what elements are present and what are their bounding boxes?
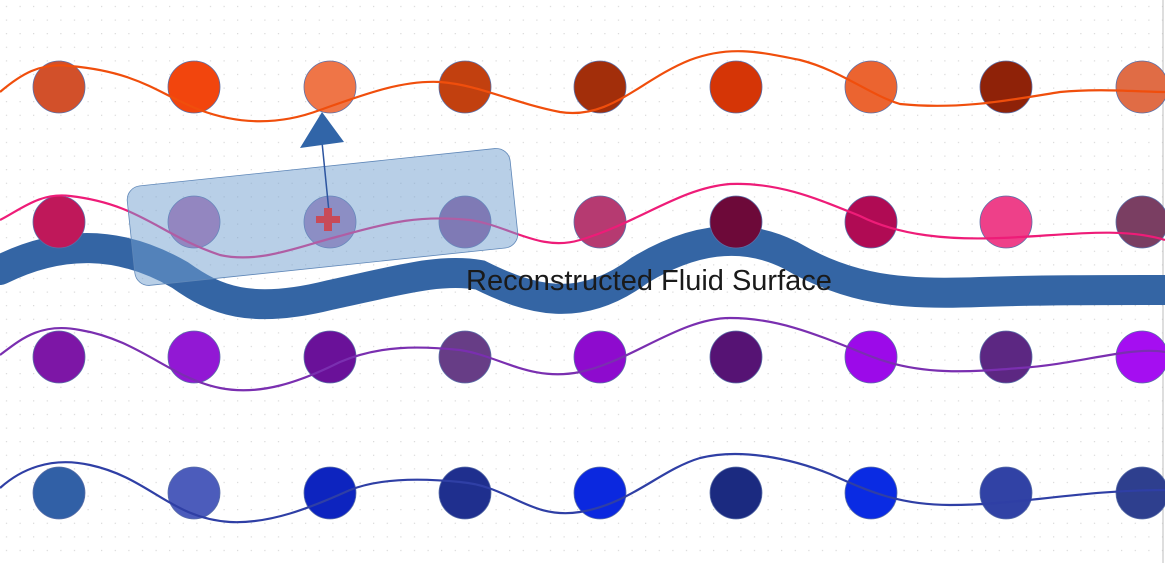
selected-particle-handle[interactable] bbox=[316, 208, 340, 231]
particle-row-orange bbox=[0, 50, 1165, 123]
particle-purple-5[interactable] bbox=[573, 330, 627, 384]
particle-row-purple bbox=[0, 316, 1165, 392]
particle-orange-5[interactable] bbox=[573, 60, 627, 114]
particle-purple-2[interactable] bbox=[167, 330, 221, 384]
particle-purple-8[interactable] bbox=[979, 330, 1033, 384]
particle-purple-9[interactable] bbox=[1115, 330, 1165, 384]
particle-blue-5[interactable] bbox=[573, 466, 627, 520]
particle-blue-8[interactable] bbox=[979, 466, 1033, 520]
particle-pink-9[interactable] bbox=[1115, 195, 1165, 249]
trajectory-line-purple bbox=[0, 316, 1165, 392]
particle-blue-4[interactable] bbox=[438, 466, 492, 520]
particle-orange-1[interactable] bbox=[32, 60, 86, 114]
particle-orange-3[interactable] bbox=[303, 60, 357, 114]
move-arrow-head[interactable] bbox=[300, 112, 344, 148]
particle-purple-4[interactable] bbox=[438, 330, 492, 384]
particle-blue-3[interactable] bbox=[303, 466, 357, 520]
particle-blue-1[interactable] bbox=[32, 466, 86, 520]
particle-orange-9[interactable] bbox=[1115, 60, 1165, 114]
trajectory-line-blue bbox=[0, 452, 1165, 524]
particle-pink-6[interactable] bbox=[709, 195, 763, 249]
particle-purple-6[interactable] bbox=[709, 330, 763, 384]
trajectory-line-orange bbox=[0, 50, 1165, 123]
particle-blue-7[interactable] bbox=[844, 466, 898, 520]
particle-blue-6[interactable] bbox=[709, 466, 763, 520]
surface-label: Reconstructed Fluid Surface bbox=[466, 265, 832, 297]
particle-row-blue bbox=[0, 452, 1165, 524]
particle-orange-2[interactable] bbox=[167, 60, 221, 114]
particle-orange-6[interactable] bbox=[709, 60, 763, 114]
particle-orange-8[interactable] bbox=[979, 60, 1033, 114]
particle-blue-2[interactable] bbox=[167, 466, 221, 520]
particle-blue-9[interactable] bbox=[1115, 466, 1165, 520]
particle-orange-7[interactable] bbox=[844, 60, 898, 114]
particle-pink-8[interactable] bbox=[979, 195, 1033, 249]
particle-orange-4[interactable] bbox=[438, 60, 492, 114]
particle-pink-1[interactable] bbox=[32, 195, 86, 249]
particle-purple-1[interactable] bbox=[32, 330, 86, 384]
